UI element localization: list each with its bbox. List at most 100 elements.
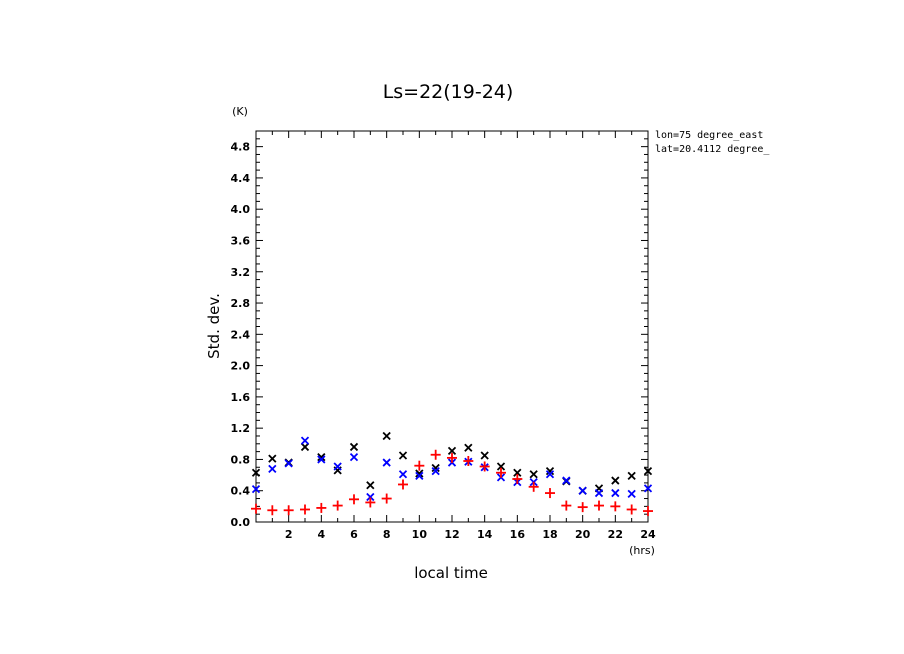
series-0-point	[545, 467, 555, 476]
y-tick-label: 2.8	[231, 297, 251, 310]
series-1-point	[545, 470, 555, 479]
series-2-point	[610, 501, 621, 512]
series-2-point	[479, 461, 490, 472]
x-axis: 2 4 6 8 10 12 14 16 18 20 22 24	[271, 131, 656, 541]
series-0-point	[317, 452, 326, 462]
series-0-point	[447, 446, 457, 455]
y-tick-label: 4.4	[231, 172, 251, 185]
series-0-point	[513, 468, 522, 477]
y-tick-label: 3.6	[231, 234, 251, 247]
y-tick-label: 2.0	[231, 360, 251, 373]
series-1-point	[611, 488, 620, 498]
series-2-point	[545, 488, 555, 499]
series-0-point	[349, 442, 359, 452]
series-1-point	[317, 455, 326, 464]
x-tick-label: 22	[608, 528, 623, 541]
series-2-point	[332, 500, 343, 511]
series-0-point	[251, 468, 261, 477]
series-2-point	[577, 502, 588, 513]
series-1-point	[366, 492, 375, 502]
y-tick-label: 4.8	[231, 141, 251, 154]
series-0-point	[268, 454, 277, 463]
series-2-point	[283, 505, 294, 516]
x-tick-label: 18	[542, 528, 557, 541]
series-2-point	[398, 479, 408, 490]
series-2-point	[594, 500, 604, 511]
series-1-point	[627, 489, 636, 498]
series-2-point	[349, 494, 359, 505]
x-tick-label: 8	[383, 528, 391, 541]
y-unit-label: (K)	[232, 105, 248, 118]
series-1-point	[562, 476, 571, 485]
y-tick-label: 3.2	[231, 266, 251, 279]
y-tick-label: 0.0	[231, 516, 251, 529]
series-1-point	[415, 471, 424, 480]
series-0-point	[366, 481, 375, 490]
series-2-point	[528, 481, 539, 492]
series-1-point	[594, 488, 604, 498]
series-2-point	[626, 504, 637, 515]
series-0-point	[431, 463, 440, 473]
series-0-point	[611, 476, 620, 485]
series-2-point	[300, 504, 310, 515]
series-0-point	[529, 470, 538, 479]
y-tick-label: 0.4	[231, 485, 251, 498]
series-0-point	[496, 462, 506, 471]
series-1-point	[268, 464, 277, 473]
series-2-point	[496, 467, 506, 478]
y-axis: 0.0 0.4 0.8 1.2 1.6 2.0 2.4 2.8 3.2 3.6 4.0 4.4 4.8	[231, 138, 648, 529]
x-tick-label: 24	[640, 528, 656, 541]
series-1-point	[382, 458, 391, 467]
series-1-point	[251, 485, 261, 494]
series-2-point	[430, 449, 441, 460]
x-tick-label: 20	[575, 528, 591, 541]
series-1-point	[284, 459, 293, 468]
series-1-point	[333, 462, 342, 471]
series-0-point	[643, 467, 653, 476]
series-0-point	[415, 469, 424, 478]
y-axis-label: Std. dev.	[205, 293, 223, 359]
series-2-point	[381, 493, 392, 504]
series-2-point	[316, 502, 327, 513]
series-1-point	[300, 436, 310, 445]
series-0-point	[627, 471, 636, 480]
series-1-point	[398, 470, 408, 479]
annotation-lat: lat=20.4112 degree_	[655, 144, 770, 155]
x-tick-label: 16	[510, 528, 526, 541]
series-2-point	[251, 503, 261, 514]
series-2-point	[414, 460, 425, 471]
x-tick-label: 4	[318, 528, 326, 541]
series-1-point	[578, 486, 587, 495]
y-tick-label: 1.2	[231, 422, 251, 435]
series-2-point	[365, 497, 376, 508]
x-unit-label: (hrs)	[629, 544, 655, 557]
series-0-point	[464, 443, 473, 452]
x-tick-label: 14	[477, 528, 493, 541]
x-tick-label: 2	[285, 528, 293, 541]
series-1-point	[431, 467, 440, 476]
series-1-point	[349, 452, 359, 462]
data-points	[251, 431, 653, 517]
series-2-point	[512, 473, 523, 484]
x-tick-label: 12	[444, 528, 459, 541]
annotation-lon: lon=75 degree_east	[655, 130, 763, 141]
series-2-point	[643, 506, 653, 517]
x-tick-label: 6	[350, 528, 358, 541]
series-1-point	[643, 484, 653, 493]
y-tick-label: 0.8	[231, 453, 251, 466]
y-tick-label: 2.4	[231, 328, 251, 341]
series-0-point	[480, 451, 489, 460]
y-tick-label: 4.0	[231, 203, 251, 216]
series-2-point	[267, 505, 278, 516]
series-0-point	[398, 451, 408, 460]
series-0-point	[300, 442, 310, 452]
series-2-point	[561, 500, 572, 511]
x-axis-label: local time	[414, 564, 488, 582]
y-tick-label: 1.6	[231, 391, 251, 404]
chart-title: Ls=22(19-24)	[383, 81, 514, 103]
series-2-point	[447, 452, 457, 463]
x-tick-label: 10	[412, 528, 428, 541]
series-0-point	[382, 431, 391, 441]
series-2-point	[463, 456, 474, 467]
